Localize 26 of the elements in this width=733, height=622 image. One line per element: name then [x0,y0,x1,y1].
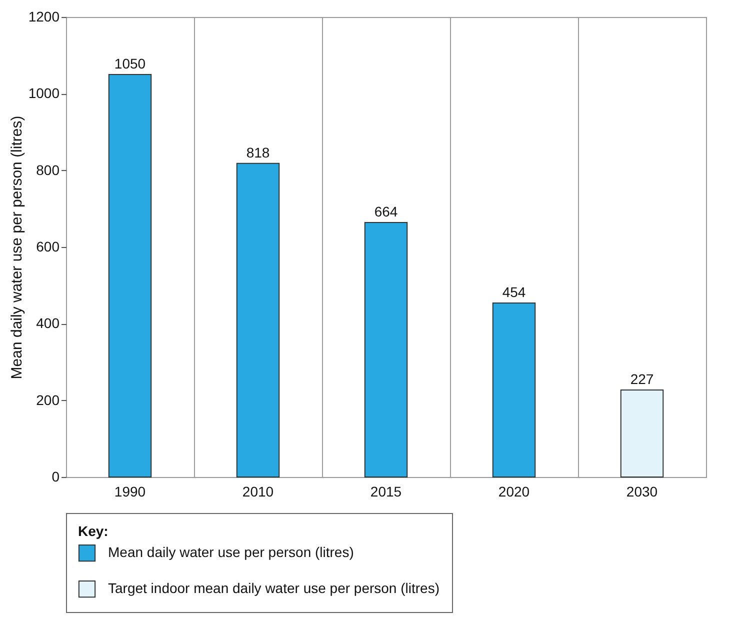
x-tick-label: 2030 [626,484,658,500]
data-label: 454 [502,284,526,300]
y-tick-label: 200 [36,392,60,408]
data-label: 227 [630,370,654,387]
bar [364,222,408,478]
data-label: 664 [374,203,398,220]
legend-label: Target indoor mean daily water use per person (litres) [108,580,440,596]
data-label: 1050 [114,56,146,72]
bar [236,162,280,478]
legend-title: Key: [78,523,108,539]
y-tick-label: 400 [36,315,60,332]
y-tick-label: 800 [36,162,60,178]
y-tick-label: 1000 [28,85,60,102]
x-tick-label: 2020 [498,484,530,500]
x-tick-label: 2010 [242,484,274,500]
y-tick-label: 600 [36,238,60,254]
y-tick-label: 1200 [28,8,60,24]
x-tick-label: 1990 [114,484,146,500]
data-label: 818 [246,144,270,160]
bar [492,302,536,478]
legend-label: Mean daily water use per person (litres) [108,544,354,560]
y-axis-title: Mean daily water use per person (litres) [8,116,26,380]
bar [108,74,152,478]
y-tick-label: 0 [52,468,60,484]
x-tick-label: 2015 [370,484,402,500]
bar [620,389,664,478]
